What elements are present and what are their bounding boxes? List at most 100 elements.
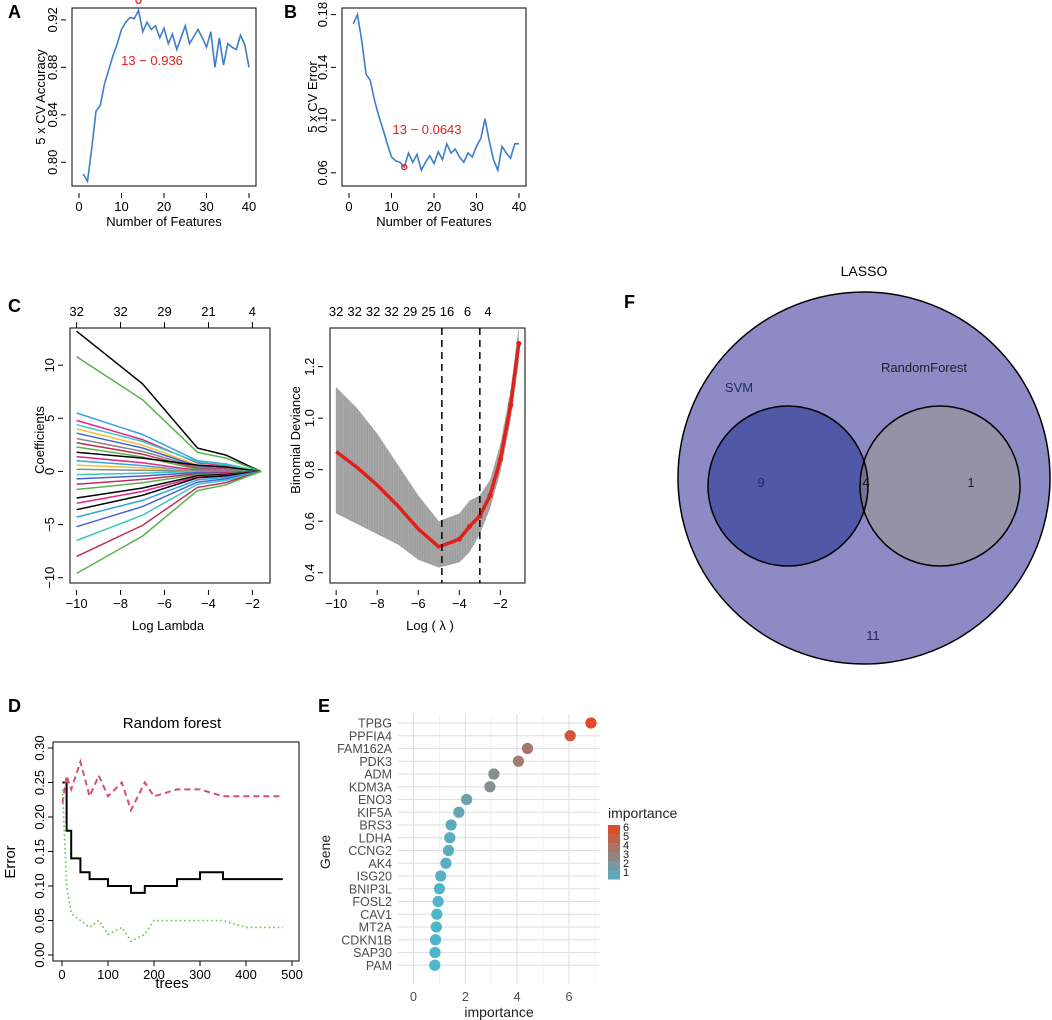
- y-tick-label: 0.4: [302, 564, 317, 582]
- legend-title-e: importance: [608, 805, 677, 821]
- x-axis-title-c-left: Log Lambda: [132, 618, 205, 633]
- y-tick-label: 0.88: [45, 55, 60, 80]
- plot-frame-b: [341, 7, 527, 187]
- annotation-a: 13 − 0.936: [121, 53, 183, 68]
- plot-frame-c-left: [69, 327, 271, 584]
- legend-color-step: [608, 852, 620, 862]
- top-tick-label: 25: [421, 304, 435, 319]
- y-tick-label: 0: [42, 468, 57, 475]
- gene-label: CAV1: [360, 908, 392, 922]
- chart-title-d: Random forest: [123, 715, 222, 732]
- x-tick-label: −8: [370, 596, 385, 611]
- legend-tick-label: 5: [623, 831, 629, 843]
- importance-dot: [444, 832, 456, 844]
- panel-label-a: A: [8, 2, 21, 22]
- legend-color-step: [608, 825, 620, 835]
- deviance-point: [508, 402, 514, 408]
- coefficient-path: [76, 419, 262, 473]
- legend-color-step: [608, 870, 620, 880]
- y-tick-label: 1.0: [302, 409, 317, 427]
- importance-dot: [512, 755, 525, 767]
- x-tick-label: −6: [157, 596, 172, 611]
- top-tick-label: 6: [464, 304, 471, 319]
- y-tick-label: 0.05: [32, 908, 47, 933]
- x-tick-label: −8: [113, 596, 128, 611]
- y-axis-title-c-right: Binomial Deviance: [288, 386, 303, 494]
- venn-count-lasso-only: 11: [866, 628, 880, 643]
- gene-label: TPBG: [358, 717, 392, 731]
- top-tick-label: 4: [249, 304, 256, 319]
- venn-circle-randomforest: [860, 406, 1020, 566]
- top-tick-label: 32: [69, 304, 83, 319]
- x-tick-label: 20: [427, 199, 441, 214]
- venn-count-both: 4: [862, 475, 869, 490]
- gene-label: KIF5A: [357, 806, 392, 820]
- gene-label: PDK3: [359, 755, 392, 769]
- y-tick-label: 0.14: [315, 55, 330, 80]
- importance-dot: [442, 844, 455, 857]
- plot-frame-c-right: [329, 327, 526, 584]
- venn-circle-svm: [708, 406, 868, 566]
- panel-label-e: E: [318, 696, 330, 716]
- x-tick-label: 2: [462, 990, 469, 1004]
- best-point-marker: [401, 163, 408, 171]
- x-tick-label: 30: [469, 199, 483, 214]
- y-tick-label: 0.8: [302, 461, 317, 479]
- coefficient-path: [76, 330, 262, 473]
- gene-label: FOSL2: [352, 895, 392, 909]
- gene-label: MT2A: [359, 921, 393, 935]
- x-tick-label: 0: [75, 199, 82, 214]
- legend-color-step: [608, 861, 620, 871]
- x-tick-label: 10: [384, 199, 398, 214]
- importance-dot: [435, 870, 447, 882]
- deviance-point: [516, 340, 522, 347]
- x-tick-label: 500: [281, 967, 303, 982]
- cv-series-line: [82, 7, 250, 184]
- y-tick-label: 0.18: [315, 2, 330, 27]
- panel-f: LASSO SVM RandomForest 9 4 1 11: [677, 263, 1051, 665]
- y-axis-title-d: Error: [2, 845, 19, 878]
- y-axis-title-a: 5 x CV Accuracy: [33, 49, 48, 145]
- coefficient-path: [76, 470, 262, 575]
- x-tick-label: 200: [143, 967, 165, 982]
- panel-c-left: −10 −8 −6 −4 −2 −10 −5 0 5 10 32 32 29 21 4 Log Lambda…: [32, 304, 271, 633]
- y-tick-label: 0.06: [315, 160, 330, 185]
- top-tick-label: 32: [366, 304, 380, 319]
- legend-tick-label: 4: [623, 840, 629, 852]
- gene-label: BNIP3L: [349, 882, 392, 896]
- x-tick-label: 300: [189, 967, 211, 982]
- class-1-error-line: [61, 758, 283, 813]
- panel-label-d: D: [8, 696, 21, 716]
- gene-label: CCNG2: [348, 844, 392, 858]
- y-tick-label: 1.2: [302, 358, 317, 376]
- panel-d: 0 100 200 300 400 500 0.00 0.05 0.10 0.15 0.20 0.25…: [2, 715, 303, 992]
- y-tick-label: 0.92: [45, 7, 60, 32]
- top-tick-label: 32: [347, 304, 361, 319]
- x-axis-title-c-right: Log ( λ ): [406, 618, 454, 633]
- legend-tick-label: 2: [623, 858, 629, 870]
- importance-dot: [488, 768, 500, 780]
- y-tick-label: 0.20: [32, 804, 47, 829]
- legend-color-step: [608, 834, 620, 844]
- y-tick-label: 10: [42, 358, 57, 372]
- y-tick-label: 5: [42, 415, 57, 422]
- x-axis-title-b: Number of Features: [376, 214, 492, 229]
- coefficient-path: [76, 356, 262, 473]
- y-axis-title-c-left: Coefficients: [32, 406, 47, 474]
- venn-label-svm: SVM: [725, 380, 753, 395]
- best-point-marker: [135, 0, 142, 5]
- legend-tick-label: 3: [623, 849, 629, 861]
- deviance-point: [456, 536, 462, 542]
- importance-dot: [429, 946, 441, 959]
- venn-label-randomforest: RandomForest: [881, 360, 967, 375]
- y-tick-label: 0.30: [32, 735, 47, 760]
- y-tick-label: 0.6: [302, 512, 317, 530]
- importance-dot: [445, 819, 457, 831]
- venn-title-lasso: LASSO: [841, 263, 888, 279]
- panel-label-c: C: [8, 296, 21, 316]
- gene-label: LDHA: [359, 831, 393, 845]
- venn-count-svm-only: 9: [757, 475, 764, 490]
- gene-label: AK4: [368, 857, 392, 871]
- importance-dot: [484, 781, 496, 793]
